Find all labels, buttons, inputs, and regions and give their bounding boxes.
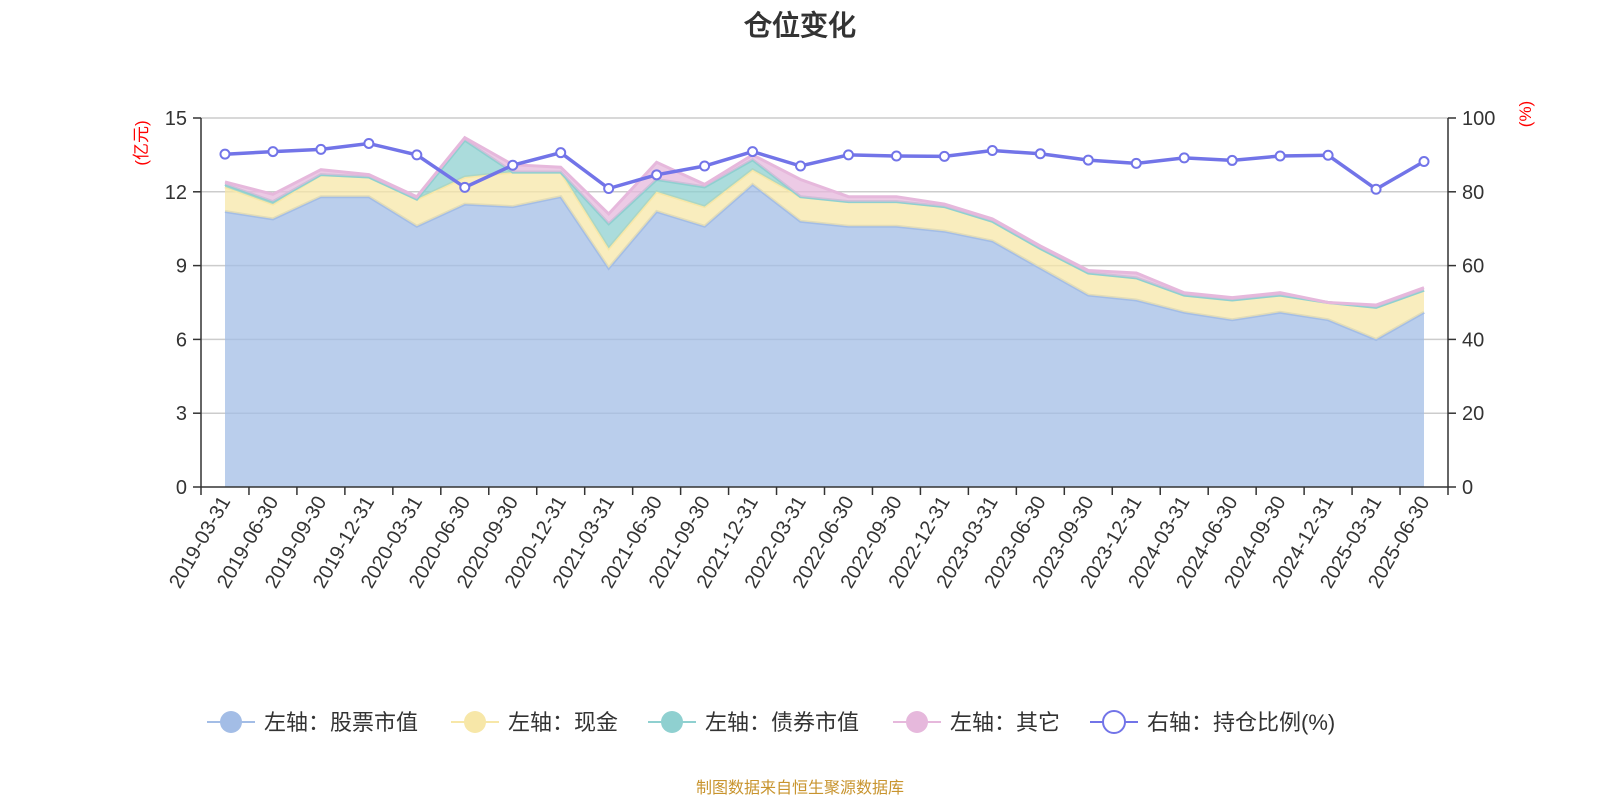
ratio-point [1370,183,1382,195]
legend-marker [1102,710,1126,734]
ratio-point [842,149,854,161]
ratio-point [699,160,711,172]
left-tick-label: 15 [165,108,187,130]
left-tick-label: 6 [176,329,187,351]
ratio-point [1418,156,1430,168]
right-tick-label: 80 [1462,182,1484,204]
legend-marker [220,711,242,733]
ratio-point [363,137,375,149]
ratio-point [267,146,279,158]
area-左轴：现金 [225,169,1424,340]
ratio-point [938,150,950,162]
ratio-point [1226,154,1238,166]
legend-label: 左轴：股票市值 [264,710,418,735]
legend-marker [464,711,486,733]
ratio-point [795,160,807,172]
ratio-point [1322,149,1334,161]
ratio-point [507,159,519,171]
right-tick-label: 60 [1462,256,1484,278]
ratio-line-path [224,141,1425,192]
ratio-point [1130,157,1142,169]
left-tick-label: 3 [176,403,187,425]
legend: 左轴：股票市值 左轴：现金 左轴：债券市值 左轴：其它 右轴：持仓比例(%) [207,710,1335,735]
ratio-point [411,149,423,161]
source-note: 制图数据来自恒生聚源数据库 [695,780,904,797]
legend-marker [906,711,928,733]
right-tick-label: 40 [1462,329,1484,351]
ratio-point [1178,152,1190,164]
stacked-areas [224,135,1425,487]
area-左轴：股票市值 [225,184,1424,487]
right-axis-unit: (%) [1516,101,1535,127]
legend-label: 右轴：持仓比例(%) [1147,710,1335,735]
ratio-line [219,137,1430,195]
ratio-point [986,144,998,156]
left-tick-label: 12 [165,182,187,204]
right-tick-label: 20 [1462,403,1484,425]
legend-label: 左轴：债券市值 [705,710,859,735]
ratio-point [1082,154,1094,166]
ratio-point [1274,150,1286,162]
legend-marker [661,711,683,733]
area-edge-左轴：其它 [224,135,1425,307]
legend-label: 左轴：其它 [950,710,1060,735]
ratio-point [315,143,327,155]
ratio-point [651,169,663,181]
ratio-point [1034,148,1046,160]
ratio-point [219,148,231,160]
left-tick-label: 9 [176,256,187,278]
left-axis-unit: (亿元) [132,120,151,165]
ratio-point [459,181,471,193]
right-tick-label: 0 [1462,477,1473,499]
ratio-point [603,182,615,194]
ratio-point [890,150,902,162]
ratio-point [555,147,567,159]
left-tick-label: 0 [176,477,187,499]
legend-label: 左轴：现金 [508,710,618,735]
right-tick-label: 100 [1462,108,1495,130]
ratio-point [747,146,759,158]
chart-title: 仓位变化 [743,10,856,41]
